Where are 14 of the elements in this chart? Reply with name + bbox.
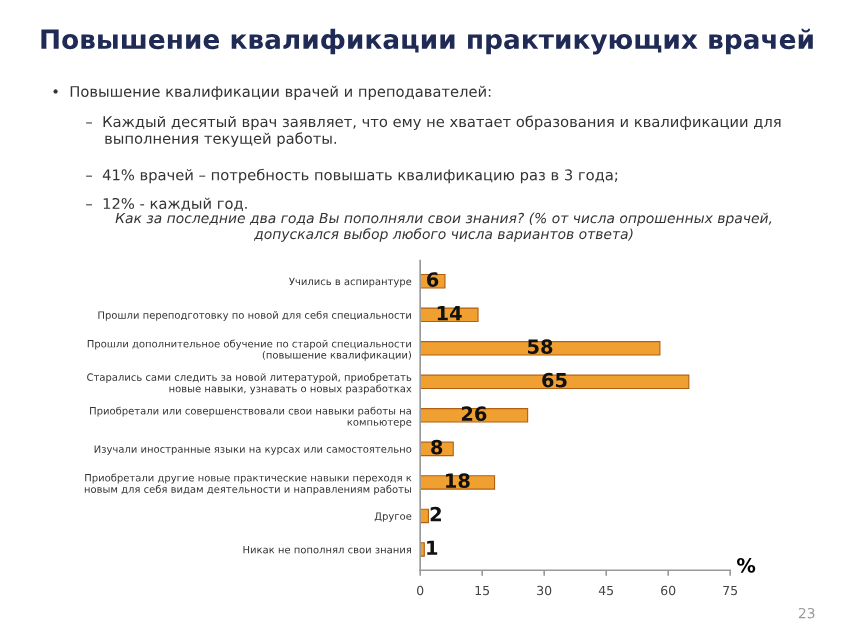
x-axis-title: % — [737, 557, 756, 573]
data-label: 1 — [427, 540, 438, 555]
data-label: 2 — [430, 506, 441, 522]
data-label: 65 — [542, 372, 567, 388]
bar — [420, 341, 661, 356]
bar — [420, 408, 529, 423]
bar — [420, 374, 690, 390]
data-label: 58 — [528, 339, 553, 354]
data-label: 18 — [446, 473, 470, 489]
data-label: 14 — [437, 305, 462, 321]
chart-title: Повышение квалификации практикующих врачей — [41, 28, 813, 55]
data-label: 8 — [431, 439, 443, 455]
data-label: 6 — [427, 272, 439, 287]
data-label: 26 — [461, 406, 487, 421]
